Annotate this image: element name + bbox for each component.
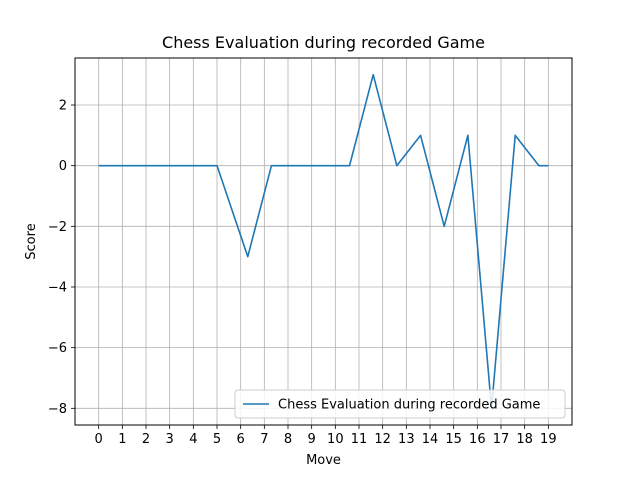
chart-title: Chess Evaluation during recorded Game	[162, 33, 485, 52]
x-tick-label: 8	[284, 432, 292, 447]
legend-box	[234, 389, 566, 419]
x-tick-label: 7	[260, 432, 268, 447]
y-tick-label: −4	[48, 280, 67, 295]
x-tick-label: 17	[493, 432, 510, 447]
x-tick-label: 4	[189, 432, 197, 447]
x-tick-label: 5	[213, 432, 221, 447]
x-tick-label: 0	[95, 432, 103, 447]
plot-frame	[74, 57, 573, 426]
x-tick-label: 16	[469, 432, 486, 447]
x-axis: 0 1 2 3 4 5 6 7 8 9 10 11 12 13 14 15 16 17 18 19	[95, 425, 557, 447]
x-tick-label: 19	[540, 432, 557, 447]
y-tick-label: 2	[59, 99, 67, 114]
x-tick-label: 18	[516, 432, 533, 447]
y-axis-label: Score	[24, 223, 39, 259]
plot-series	[98, 73, 549, 410]
x-tick-label: 12	[374, 432, 391, 447]
x-tick-label: 11	[351, 432, 368, 447]
x-tick-label: 14	[422, 432, 439, 447]
x-tick-label: 13	[398, 432, 415, 447]
y-tick-label: −6	[48, 341, 67, 356]
x-tick-label: 15	[445, 432, 462, 447]
x-axis-label: Move	[306, 453, 341, 468]
x-tick-label: 6	[237, 432, 245, 447]
y-tick-label: −8	[48, 402, 67, 417]
x-tick-label: 9	[308, 432, 316, 447]
x-tick-label: 2	[142, 432, 150, 447]
x-tick-label: 10	[327, 432, 344, 447]
x-tick-label: 3	[166, 432, 174, 447]
y-axis: 2 0 −2 −4 −6 −8	[48, 99, 75, 417]
y-tick-label: −2	[48, 220, 67, 235]
legend: Chess Evaluation during recorded Game	[234, 389, 566, 419]
series-line	[98, 73, 549, 410]
y-tick-label: 0	[59, 159, 67, 174]
legend-label: Chess Evaluation during recorded Game	[278, 398, 540, 413]
x-tick-label: 1	[118, 432, 126, 447]
